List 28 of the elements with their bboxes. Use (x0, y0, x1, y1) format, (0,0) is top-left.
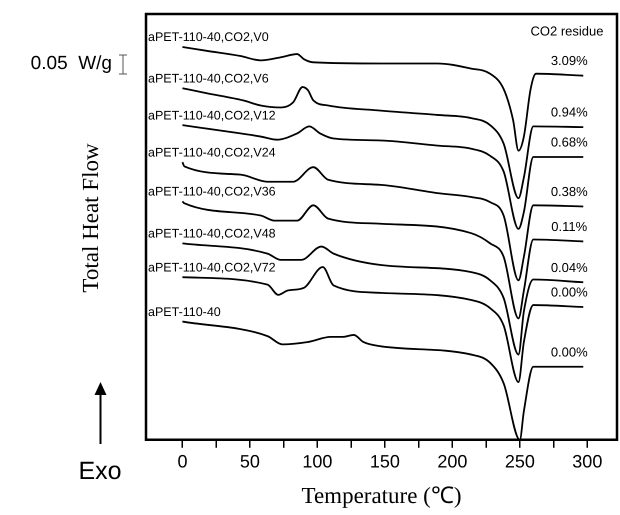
x-axis-title: Temperature (℃) (302, 483, 462, 508)
series-label: aPET-110-40,CO2,V48 (148, 226, 276, 241)
annotation: 0.38% (550, 184, 588, 200)
x-tick-label: 250 (504, 452, 535, 472)
series-label: aPET-110-40,CO2,V72 (148, 260, 276, 274)
x-tick-label: 150 (370, 452, 400, 472)
series-label: aPET-110-40,CO2,V0 (148, 30, 269, 44)
annotation: 0.04% (550, 260, 588, 275)
series-label: aPET-110-40,CO2,V6 (148, 71, 269, 86)
x-tick-label: 50 (240, 452, 260, 472)
x-tick-label: 200 (437, 452, 468, 472)
annotation: 0.00% (550, 284, 588, 300)
series-label: aPET-110-40,CO2,V12 (148, 108, 276, 122)
annotation: 3.09% (550, 53, 588, 68)
text: Exo (78, 456, 122, 485)
text: CO2 residue (530, 24, 604, 39)
series-label: aPET-110-40,CO2,V24 (148, 145, 276, 160)
annotation: 0.11% (551, 219, 588, 234)
annotation: 0.94% (550, 104, 588, 120)
annotation: 0.00% (550, 344, 588, 360)
x-tick-label: 300 (572, 452, 602, 472)
series-label: aPET-110-40 (148, 304, 221, 319)
x-tick-label: 0 (177, 452, 188, 472)
y-axis-title: Total Heat Flow (78, 143, 104, 293)
text: 0.05 W/g (30, 53, 112, 74)
series-label: aPET-110-40,CO2,V36 (148, 184, 276, 199)
x-tick-label: 100 (302, 452, 332, 472)
annotation: 0.68% (550, 134, 588, 150)
